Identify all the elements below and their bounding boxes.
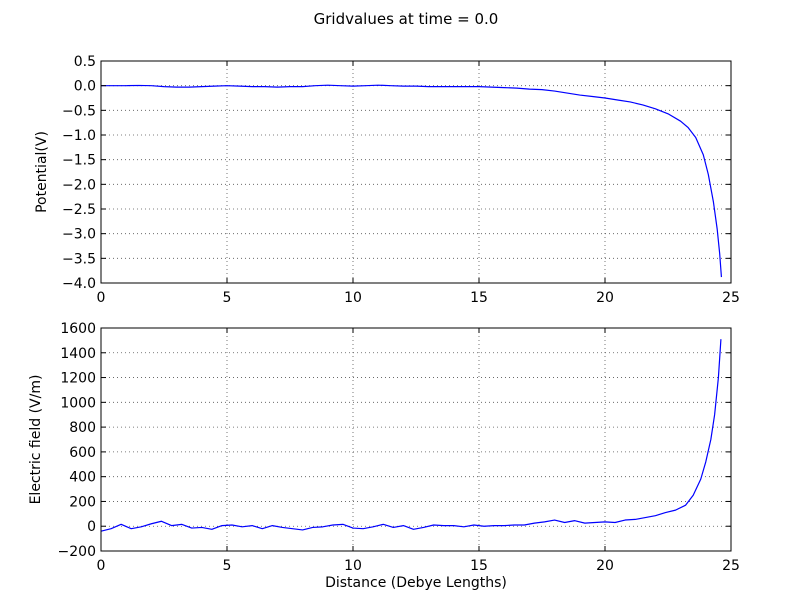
x-tick-label: 0 (97, 558, 106, 574)
x-tick-label: 10 (344, 558, 362, 574)
y-tick-label: 200 (69, 494, 96, 510)
x-tick-label: 10 (344, 290, 362, 306)
electric-field-subplot: 0 5 10 15 20 2516001400120010008006004002000−… (28, 321, 740, 591)
y-tick-label: 800 (69, 420, 96, 436)
figure-title: Gridvalues at time = 0.0 (314, 10, 499, 28)
y-tick-label: −1.5 (62, 153, 96, 169)
y-tick-label: 0.5 (74, 54, 96, 70)
y-tick-label: 600 (69, 445, 96, 461)
x-tick-label: 15 (470, 290, 488, 306)
y-tick-label: −4.0 (62, 276, 96, 292)
axes-frame (100, 327, 732, 552)
series-line (100, 339, 722, 532)
y-tick-label: −2.5 (62, 202, 96, 218)
x-tick-label: 5 (223, 558, 232, 574)
y-tick-label: 1600 (60, 321, 96, 337)
y-tick-label: −1.0 (62, 128, 96, 144)
y-tick-label: −0.5 (62, 103, 96, 119)
y-tick-label: −2.0 (62, 177, 96, 193)
x-tick-label: 0 (97, 290, 106, 306)
series-line (101, 84, 723, 278)
y-tick-label: −200 (58, 544, 96, 560)
x-tick-label: 5 (223, 290, 232, 306)
y-tick-label: −3.0 (62, 227, 96, 243)
axes-frame (100, 60, 732, 284)
y-axis-label: Potential(V) (34, 131, 50, 213)
y-tick-label: 0 (87, 519, 96, 535)
x-tick-label: 25 (722, 290, 740, 306)
potential-subplot: 0 5 10 15 20 25 0.5 0.0 −0.5 −1.0 −1.5 −2.0 −2.5 −3.0… (34, 54, 740, 306)
x-tick-label: 25 (722, 558, 740, 574)
y-tick-label: 1000 (60, 395, 96, 411)
y-tick-label: 400 (69, 470, 96, 486)
x-tick-label: 20 (596, 558, 614, 574)
x-tick-label: 15 (470, 558, 488, 574)
y-tick-label: 1200 (60, 371, 96, 387)
y-tick-label: −3.5 (62, 251, 96, 267)
y-axis-label: Electric field (V/m) (28, 375, 44, 505)
x-axis-label: Distance (Debye Lengths) (325, 575, 507, 591)
x-tick-label: 20 (596, 290, 614, 306)
y-tick-label: 1400 (60, 346, 96, 362)
y-tick-label: 0.0 (74, 79, 96, 95)
